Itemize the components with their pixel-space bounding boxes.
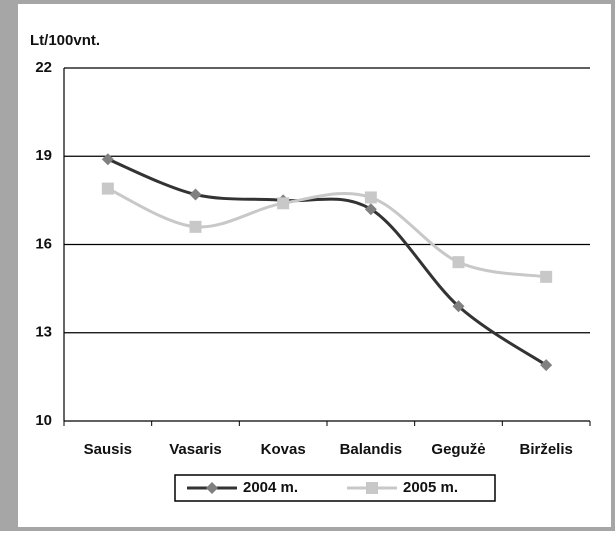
marker — [364, 191, 377, 204]
y-tick-label: 22 — [35, 59, 52, 76]
marker — [206, 482, 218, 494]
marker — [452, 300, 465, 313]
x-tick-label: Balandis — [340, 441, 403, 458]
legend-label: 2004 m. — [243, 479, 298, 496]
y-tick-label: 13 — [35, 324, 52, 341]
x-tick-label: Sausis — [84, 441, 132, 458]
marker — [540, 359, 553, 372]
x-tick-label: Kovas — [261, 441, 306, 458]
x-tick-label: Vasaris — [169, 441, 222, 458]
panel — [18, 4, 611, 527]
marker — [189, 188, 202, 201]
marker — [366, 482, 378, 494]
marker — [452, 256, 465, 269]
marker — [189, 220, 202, 233]
series-line — [107, 187, 547, 279]
y-tick-label: 10 — [35, 412, 52, 429]
y-axis-label: Lt/100vnt. — [30, 32, 100, 49]
x-tick-label: Gegužė — [431, 441, 485, 458]
marker — [277, 197, 290, 210]
marker — [101, 153, 114, 166]
marker — [364, 203, 377, 216]
marker — [101, 182, 114, 195]
legend-label: 2005 m. — [403, 479, 458, 496]
x-tick-label: Birželis — [519, 441, 572, 458]
legend — [174, 474, 496, 502]
y-tick-label: 16 — [35, 235, 52, 252]
y-tick-label: 19 — [35, 147, 52, 164]
marker — [540, 270, 553, 283]
